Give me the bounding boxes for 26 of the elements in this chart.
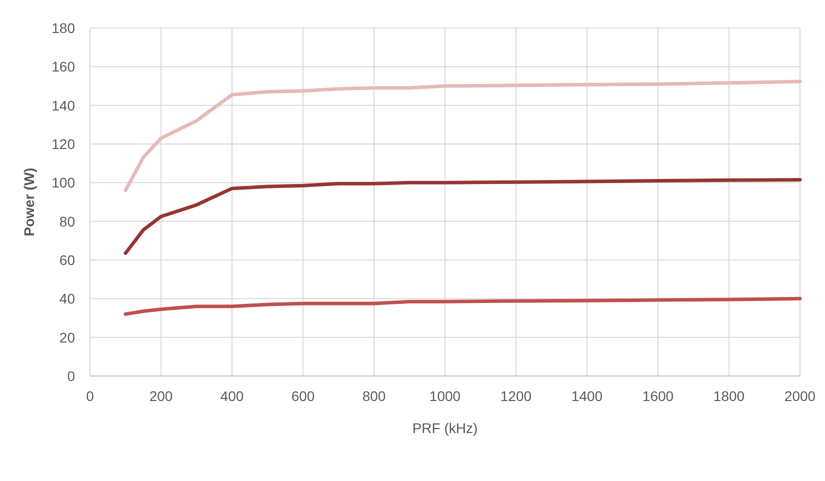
line-series [124,178,802,255]
y-tick-label: 60 [59,252,76,268]
y-tick-label: 180 [52,20,76,36]
y-tick-label: 0 [67,368,76,384]
y-tick-label: 160 [52,58,76,75]
x-axis-title: PRF (kHz) [412,420,478,436]
x-tick-label: 1800 [713,388,745,404]
x-tick-label: 1600 [642,388,674,404]
x-tick-label: 1000 [429,388,461,404]
line-series [124,80,802,192]
x-tick-label: 0 [86,388,94,404]
y-tick-label: 120 [52,136,76,152]
y-axis-title: Power (W) [21,168,37,236]
y-tick-label: 140 [52,97,76,114]
y-tick-label: 80 [59,213,76,230]
y-tick-label: 100 [52,174,76,191]
y-tick-label: 40 [59,290,76,307]
x-tick-label: 800 [362,388,386,404]
y-tick-label: 20 [59,329,76,346]
x-tick-label: 600 [291,388,315,404]
x-tick-label: 200 [149,388,173,404]
x-tick-label: 1200 [500,388,532,404]
x-tick-label: 400 [220,388,244,404]
line-series [124,296,802,316]
x-tick-label: 1400 [571,388,603,404]
x-tick-label: 2000 [784,388,816,404]
